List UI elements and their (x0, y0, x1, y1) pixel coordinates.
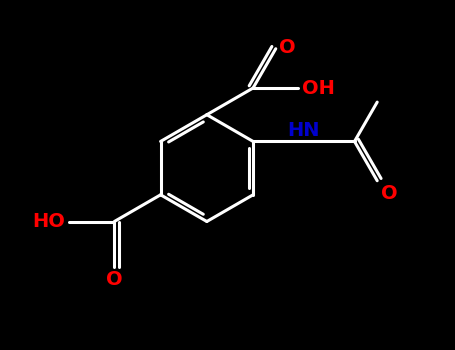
Text: O: O (381, 184, 397, 203)
Text: HO: HO (33, 212, 66, 231)
Text: OH: OH (302, 78, 335, 98)
Text: O: O (106, 270, 123, 289)
Text: HN: HN (288, 121, 320, 140)
Text: O: O (279, 37, 296, 56)
